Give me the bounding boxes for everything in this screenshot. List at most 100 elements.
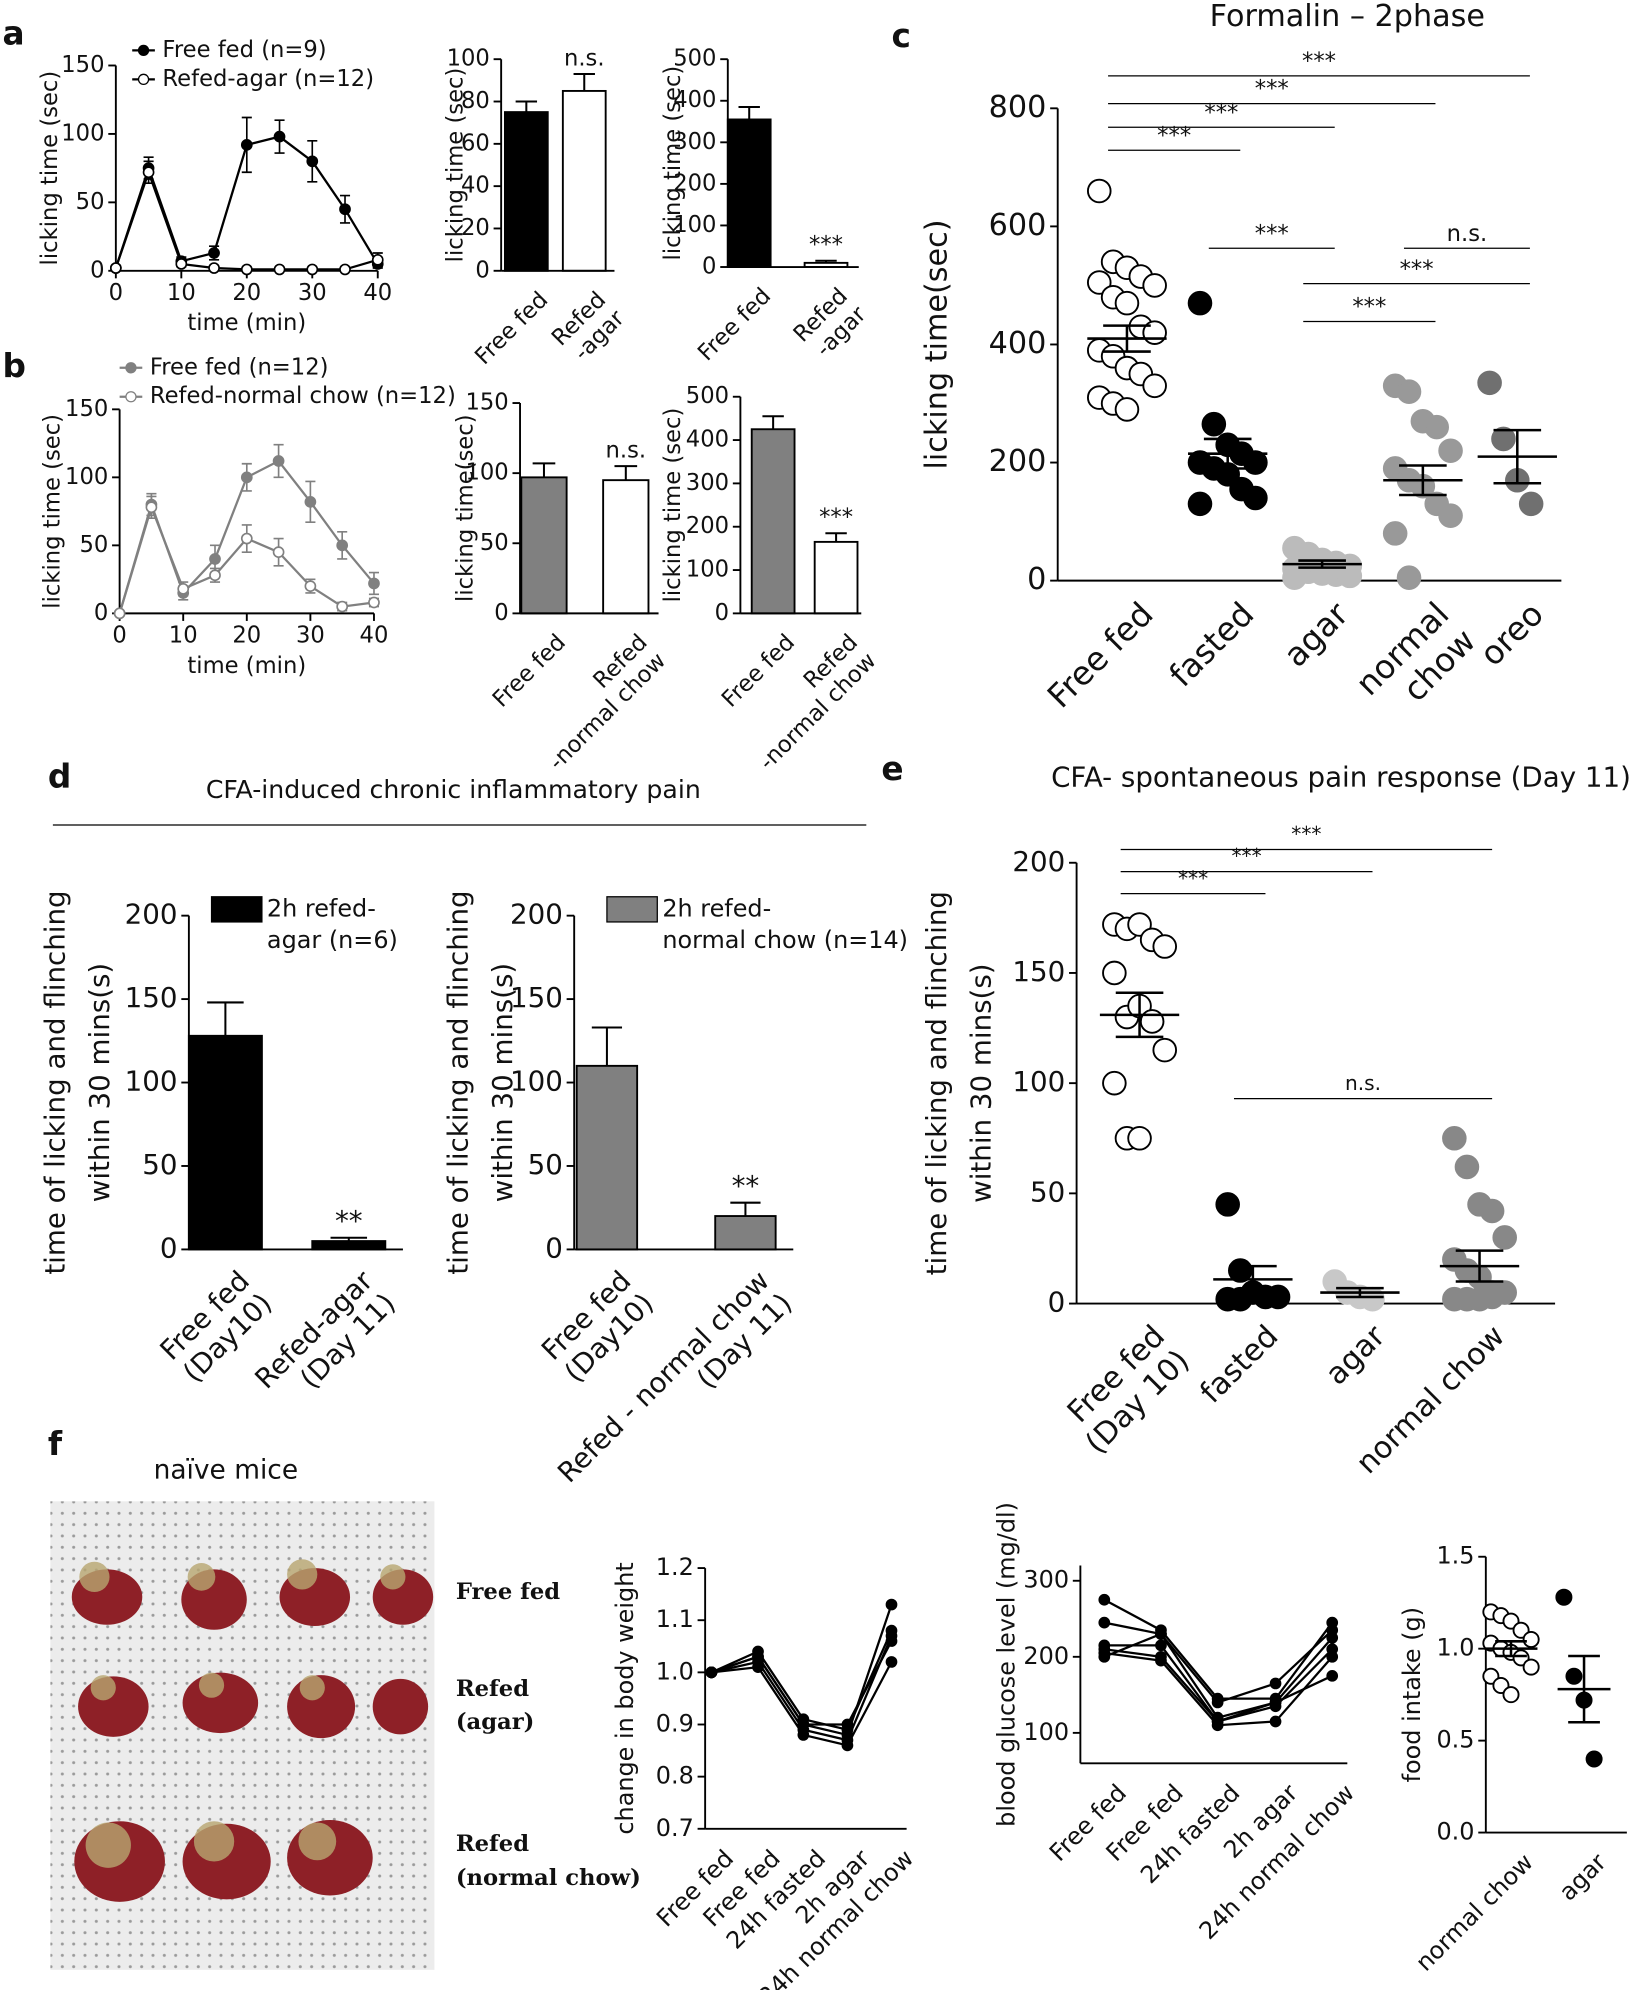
tissue-highlight bbox=[79, 1559, 406, 1868]
sem-bar bbox=[1229, 1264, 1277, 1294]
x-tick-label: 20 bbox=[232, 623, 261, 649]
y-tick-label: 50 bbox=[480, 530, 509, 556]
point bbox=[885, 1635, 898, 1647]
point bbox=[1424, 414, 1449, 440]
y-tick-label: 200 bbox=[686, 513, 729, 539]
y-axis-label: licking time(sec) bbox=[452, 414, 478, 601]
point bbox=[705, 1666, 718, 1679]
point bbox=[841, 1718, 854, 1731]
y-tick-label: 500 bbox=[686, 383, 729, 409]
point bbox=[1585, 1750, 1603, 1768]
point bbox=[1518, 491, 1544, 517]
y-axis-label: within 30 mins(s) bbox=[964, 963, 997, 1203]
sem-bar bbox=[1455, 1249, 1504, 1283]
point bbox=[371, 253, 384, 266]
legend-label: Refed-agar (n=12) bbox=[162, 66, 374, 92]
y-axis-label: within 30 mins(s) bbox=[486, 963, 519, 1203]
panel-label: a bbox=[3, 14, 25, 52]
point bbox=[306, 155, 319, 168]
y-tick-label: 1.1 bbox=[656, 1605, 694, 1633]
x-tick-label: 30 bbox=[298, 280, 327, 306]
y-tick-label: 1.5 bbox=[1436, 1542, 1474, 1570]
point bbox=[209, 553, 221, 565]
bar bbox=[813, 540, 859, 615]
bar bbox=[750, 428, 796, 615]
error-bar bbox=[591, 1026, 623, 1066]
point bbox=[1326, 1631, 1339, 1644]
point bbox=[1396, 379, 1422, 404]
point bbox=[1491, 426, 1516, 452]
point bbox=[273, 263, 286, 276]
point bbox=[113, 607, 126, 620]
x-tick-label: Free fed bbox=[1040, 595, 1160, 715]
x-axis-label: time (min) bbox=[187, 310, 306, 336]
y-tick-label: 200 bbox=[510, 898, 563, 931]
legend-label: Free fed (n=12) bbox=[150, 354, 329, 380]
sem-bar bbox=[1203, 437, 1252, 470]
y-tick-label: 80 bbox=[461, 88, 490, 114]
x-tick-label: 10 bbox=[169, 623, 198, 649]
point bbox=[1102, 1070, 1127, 1096]
y-tick-label: 150 bbox=[65, 396, 108, 422]
point bbox=[1215, 1192, 1240, 1217]
y-tick-label: 400 bbox=[686, 427, 729, 453]
significance-label: n.s. bbox=[1345, 1071, 1381, 1095]
point bbox=[1142, 373, 1167, 399]
legend-label: Refed-normal chow (n=12) bbox=[150, 383, 456, 409]
legend-swatch bbox=[606, 896, 658, 923]
sem-bar bbox=[1568, 1654, 1600, 1724]
error-bar bbox=[515, 100, 538, 113]
y-tick-label: 300 bbox=[673, 129, 716, 155]
point bbox=[1282, 565, 1307, 590]
annotation: *** bbox=[819, 505, 853, 531]
bar bbox=[520, 476, 568, 615]
x-tick-label: Free fed bbox=[717, 629, 800, 712]
point bbox=[1098, 1650, 1111, 1663]
point bbox=[1228, 1286, 1253, 1312]
point bbox=[1360, 1286, 1385, 1312]
point bbox=[368, 577, 380, 590]
bar bbox=[311, 1240, 387, 1251]
point bbox=[339, 263, 351, 276]
point bbox=[272, 455, 285, 467]
y-tick-label: 20 bbox=[461, 215, 490, 241]
chart-title: Formalin – 2phase bbox=[1210, 0, 1485, 34]
x-tick-label: normal chow bbox=[1410, 1848, 1539, 1977]
point bbox=[368, 596, 380, 609]
chart-title: CFA-induced chronic inflammatory pain bbox=[206, 775, 701, 804]
point bbox=[1114, 397, 1140, 422]
point bbox=[272, 546, 285, 559]
legend-swatch bbox=[210, 896, 263, 923]
y-axis-label: licking time (sec) bbox=[660, 66, 686, 261]
y-tick-label: 150 bbox=[61, 52, 104, 78]
panel-label: e bbox=[881, 750, 903, 788]
error-bar bbox=[730, 1201, 761, 1217]
x-tick-label: 0 bbox=[109, 280, 123, 306]
point bbox=[752, 1650, 764, 1663]
x-axis-label: time (min) bbox=[187, 653, 306, 679]
y-axis-label: food intake (g) bbox=[1398, 1607, 1426, 1782]
significance-label: *** bbox=[1178, 866, 1208, 890]
y-axis-label: licking time (sec) bbox=[39, 414, 65, 609]
x-tick-label: 0 bbox=[112, 623, 126, 649]
y-tick-label: 1.2 bbox=[656, 1553, 694, 1581]
y-tick-label: 0 bbox=[90, 257, 104, 283]
y-tick-label: 100 bbox=[465, 460, 508, 486]
annotation: ** bbox=[732, 1170, 760, 1203]
series-line bbox=[1104, 1621, 1333, 1704]
bar bbox=[503, 111, 549, 272]
y-tick-label: 200 bbox=[1012, 845, 1065, 878]
x-tick-label: Free fed bbox=[470, 287, 553, 370]
y-tick-label: 200 bbox=[673, 170, 716, 196]
x-tick-label: agar bbox=[1276, 595, 1356, 675]
y-tick-label: 0.9 bbox=[656, 1709, 694, 1737]
y-tick-label: 300 bbox=[686, 470, 729, 496]
point bbox=[1477, 370, 1502, 396]
photo-row-label: (agar) bbox=[456, 1709, 535, 1735]
point bbox=[1155, 1654, 1167, 1667]
annotation: n.s. bbox=[606, 438, 647, 464]
point bbox=[1269, 1677, 1282, 1690]
error-bar bbox=[738, 105, 760, 120]
y-axis-label: within 30 mins(s) bbox=[83, 963, 116, 1203]
point bbox=[1127, 1125, 1152, 1151]
